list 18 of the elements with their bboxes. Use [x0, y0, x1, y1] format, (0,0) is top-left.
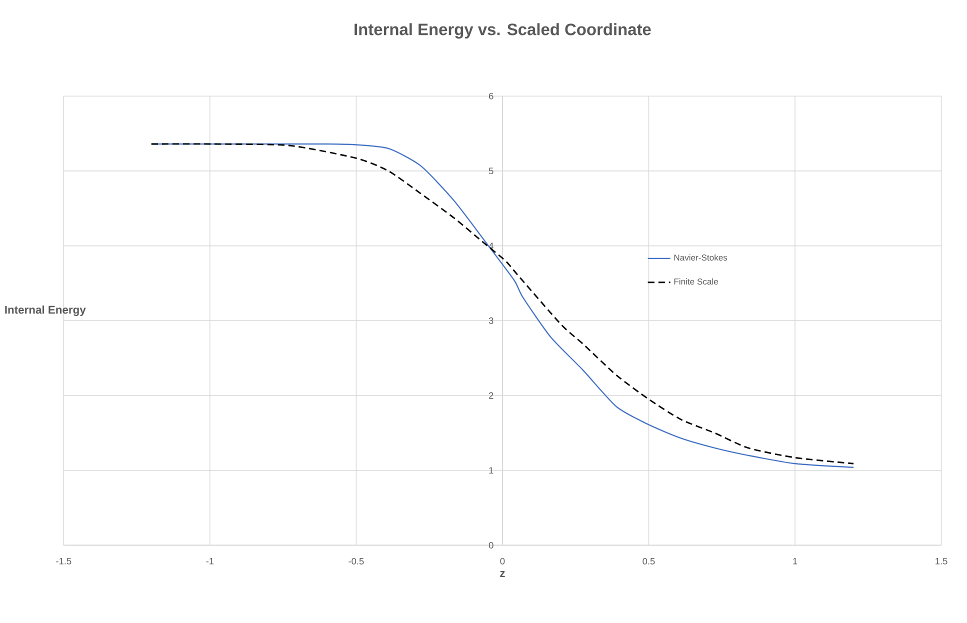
- legend-label: Navier-Stokes: [674, 254, 728, 261]
- x-tick-label: -1.5: [56, 558, 72, 565]
- x-tick-label: 1.5: [936, 558, 948, 565]
- x-tick-label: -0.5: [348, 558, 364, 565]
- chart-title: Internal Energy vs. Scaled Coordinate: [354, 23, 651, 39]
- y-tick-label: 1: [489, 467, 494, 474]
- y-tick-label: 0: [488, 542, 494, 549]
- y-tick-label: 5: [488, 168, 494, 174]
- x-axis-title: z: [500, 571, 505, 578]
- x-tick-label: 1: [793, 558, 798, 565]
- y-tick-label: 6: [489, 93, 494, 100]
- x-tick-label: -1: [206, 558, 214, 565]
- x-tick-label: 0: [500, 558, 505, 565]
- x-tick-label: 0.5: [642, 558, 655, 565]
- y-tick-label: 3: [488, 318, 494, 324]
- legend-label: Finite Scale: [674, 278, 718, 285]
- y-axis-title: Internal Energy: [5, 306, 86, 316]
- y-tick-label: 2: [489, 392, 494, 399]
